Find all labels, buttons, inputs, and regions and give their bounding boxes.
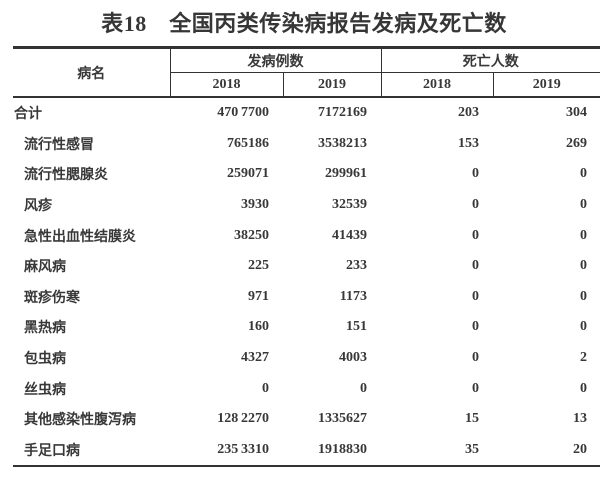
column-header-cases-2019: 2019 — [283, 72, 382, 97]
deaths-2019-cell: 269 — [566, 135, 587, 151]
deaths-2019-cell: 0 — [580, 319, 587, 335]
column-header-deaths-2019: 2019 — [532, 76, 561, 92]
cases-2018-cell: 0 — [262, 380, 269, 396]
cases-2019-cell: 233 — [346, 258, 367, 274]
cases-2019-cell: 32539 — [332, 197, 367, 213]
deaths-2018-cell: 0 — [472, 319, 479, 335]
column-header-cases-group: 发病例数 — [170, 47, 382, 73]
disease-name-cell: 黑热病 — [24, 321, 66, 337]
cases-2018-cell: 3930 — [241, 197, 269, 213]
cases-2018-cell: 971 — [248, 288, 269, 304]
table-row: 包虫病 4327 4003 0 2 — [13, 343, 600, 374]
deaths-2018-cell: 15 — [465, 411, 479, 427]
disease-name-cell: 风疹 — [24, 199, 52, 215]
cases-2018-cell: 259071 — [227, 166, 269, 182]
column-header-cases-2018: 2018 — [170, 72, 284, 97]
table-row: 流行性腮腺炎 259071 299961 0 0 — [13, 159, 600, 190]
disease-name-cell: 麻风病 — [24, 260, 66, 276]
deaths-2018-cell: 0 — [472, 166, 479, 182]
column-header-disease: 病名 — [13, 47, 171, 97]
cases-2019-cell: 7172169 — [318, 105, 367, 121]
deaths-2018-cell: 0 — [472, 197, 479, 213]
table-row: 急性出血性结膜炎 38250 41439 0 0 — [13, 220, 600, 251]
disease-name-cell: 手足口病 — [24, 443, 80, 459]
cases-2019-cell: 1918830 — [318, 441, 367, 457]
table-row: 手足口病 235 3310 1918830 35 20 — [13, 435, 600, 467]
deaths-2019-cell: 0 — [580, 227, 587, 243]
cases-2018-cell: 225 — [248, 258, 269, 274]
deaths-2019-cell: 0 — [580, 288, 587, 304]
infectious-disease-table: 病名 发病例数 死亡人数 2018 2019 2018 2019 合计 470 … — [13, 46, 600, 468]
disease-name-cell: 急性出血性结膜炎 — [24, 229, 136, 245]
deaths-2019-cell: 304 — [566, 105, 587, 121]
deaths-2019-cell: 0 — [580, 197, 587, 213]
cases-2018-cell: 160 — [248, 319, 269, 335]
table-row: 斑疹伤寒 971 1173 0 0 — [13, 282, 600, 313]
deaths-2019-cell: 2 — [580, 350, 587, 366]
cases-2019-cell: 299961 — [325, 166, 367, 182]
cases-2018-cell: 4327 — [241, 350, 269, 366]
disease-name-cell: 包虫病 — [24, 352, 66, 368]
disease-name-cell: 丝虫病 — [24, 382, 66, 398]
cases-2019-cell: 41439 — [332, 227, 367, 243]
disease-name-cell: 斑疹伤寒 — [24, 290, 80, 306]
deaths-2019-cell: 0 — [580, 380, 587, 396]
header-row-years: 2018 2019 2018 2019 — [13, 72, 600, 97]
cases-2019-cell: 1335627 — [318, 411, 367, 427]
deaths-2019-cell: 0 — [580, 258, 587, 274]
disease-name-cell: 其他感染性腹泻病 — [24, 413, 136, 429]
cases-2018-cell: 235 3310 — [217, 441, 269, 457]
deaths-2018-cell: 0 — [472, 227, 479, 243]
deaths-2018-cell: 153 — [458, 135, 479, 151]
deaths-2018-cell: 0 — [472, 380, 479, 396]
cases-2018-cell: 470 7700 — [217, 105, 269, 121]
table-header: 病名 发病例数 死亡人数 2018 2019 2018 2019 — [13, 47, 600, 97]
deaths-2018-cell: 203 — [458, 105, 479, 121]
table-row: 黑热病 160 151 0 0 — [13, 312, 600, 343]
cases-2019-cell: 4003 — [339, 350, 367, 366]
disease-name-cell: 流行性腮腺炎 — [24, 168, 108, 184]
cases-2018-cell: 38250 — [234, 227, 269, 243]
table-row: 其他感染性腹泻病 128 2270 1335627 15 13 — [13, 404, 600, 435]
table-row: 丝虫病 0 0 0 0 — [13, 373, 600, 404]
table-body: 合计 470 7700 7172169 203 304 流行性感冒 765186… — [13, 97, 600, 466]
cases-2019-cell: 1173 — [339, 288, 367, 304]
disease-name-cell: 流行性感冒 — [24, 137, 94, 153]
column-header-deaths-group: 死亡人数 — [381, 47, 600, 73]
cases-2019-cell: 0 — [360, 380, 367, 396]
cases-2018-cell: 765186 — [227, 135, 269, 151]
deaths-2018-cell: 0 — [472, 258, 479, 274]
cases-2019-cell: 3538213 — [318, 135, 367, 151]
deaths-2018-cell: 0 — [472, 350, 479, 366]
table-row: 麻风病 225 233 0 0 — [13, 251, 600, 282]
disease-name-cell: 合计 — [14, 107, 42, 123]
cases-2018-cell: 128 2270 — [217, 411, 269, 427]
column-header-deaths-2018: 2018 — [381, 72, 494, 97]
cases-2019-cell: 151 — [346, 319, 367, 335]
page-title: 表18 全国丙类传染病报告发病及死亡数 — [101, 11, 507, 36]
table-row: 流行性感冒 765186 3538213 153 269 — [13, 129, 600, 160]
header-row-groups: 病名 发病例数 死亡人数 — [13, 47, 600, 97]
deaths-2019-cell: 20 — [573, 441, 587, 457]
table-row: 合计 470 7700 7172169 203 304 — [13, 97, 600, 129]
table-row: 风疹 3930 32539 0 0 — [13, 190, 600, 221]
deaths-2018-cell: 0 — [472, 288, 479, 304]
deaths-2018-cell: 35 — [465, 441, 479, 457]
deaths-2019-cell: 13 — [573, 411, 587, 427]
deaths-2019-cell: 0 — [580, 166, 587, 182]
